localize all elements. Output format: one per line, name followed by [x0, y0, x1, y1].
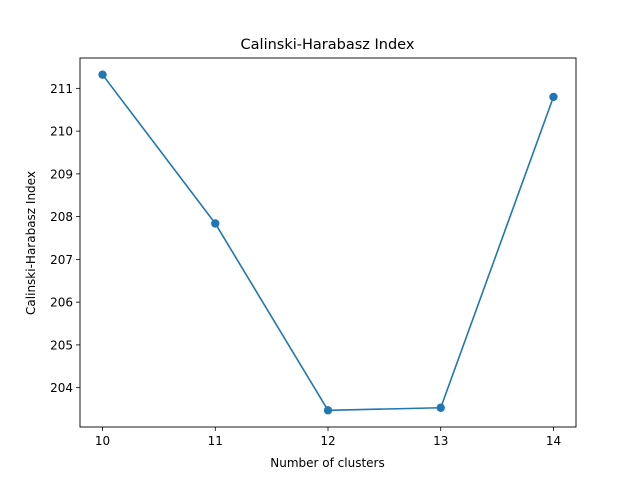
- y-axis-label: Calinski-Harabasz Index: [24, 171, 38, 315]
- y-tick-label: 211: [50, 82, 73, 96]
- y-tick-label: 204: [50, 381, 73, 395]
- axes-frame: [79, 57, 577, 428]
- y-tick-label: 210: [50, 125, 73, 139]
- y-tick-label: 205: [50, 338, 73, 352]
- data-point: [98, 70, 107, 79]
- data-point: [436, 403, 445, 412]
- y-tick-label: 208: [50, 210, 73, 224]
- plot-area: 10 11 12 13 14 204 205 206 207 208 209 210 211: [50, 57, 577, 448]
- x-tick-label: 13: [433, 434, 448, 448]
- x-tick-label: 10: [95, 434, 110, 448]
- chart-title: Calinski-Harabasz Index: [241, 37, 415, 53]
- y-tick-label: 207: [50, 253, 73, 267]
- x-tick-label: 12: [320, 434, 335, 448]
- data-point: [211, 219, 220, 228]
- data-point: [323, 406, 333, 415]
- y-tick-label: 209: [50, 167, 73, 181]
- data-point: [549, 92, 558, 102]
- y-tick-label: 206: [50, 296, 73, 310]
- x-tick-label: 11: [208, 434, 223, 448]
- x-tick-label: 14: [546, 434, 561, 448]
- x-axis-label: Number of clusters: [270, 456, 384, 470]
